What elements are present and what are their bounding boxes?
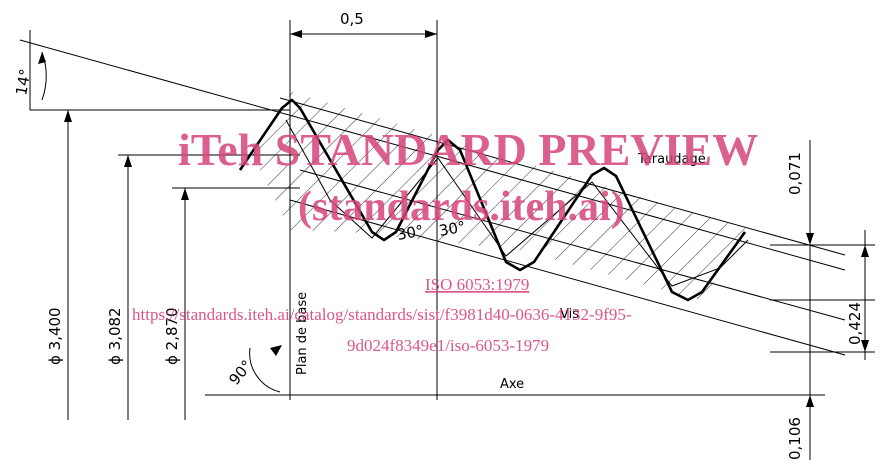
pitch-value: 0,5	[340, 10, 364, 28]
half-angle-right-value: 30°	[438, 218, 467, 240]
pitch-line-lower	[299, 169, 846, 321]
thread-profile	[238, 98, 747, 302]
axis-label: Axe	[500, 377, 524, 392]
minor-diameter-value: ϕ 2,870	[163, 307, 181, 365]
base-plane-label: Plan de base	[295, 292, 310, 375]
pitch-arrow-right	[425, 30, 437, 38]
right-angle-value: 90°	[225, 357, 256, 389]
watermark-url-line2: 9d024f8349e1/iso-6053-1979	[347, 336, 549, 355]
flank-angle-arrow	[38, 52, 46, 64]
axis-offset-value: 0,106	[786, 417, 804, 460]
major-diameter-line	[19, 39, 846, 271]
pitch-arrow-left	[290, 30, 302, 38]
screw-profile	[285, 119, 749, 287]
crest-arrow	[806, 233, 814, 245]
screw-label: Vis	[560, 307, 579, 322]
nut-label: Taraudage	[637, 152, 706, 167]
major-diameter-value: ϕ 3,400	[46, 307, 64, 365]
right-angle-arc	[249, 347, 281, 393]
pitch-diameter-arrow	[124, 155, 132, 167]
axis-offset-arrow	[806, 395, 814, 407]
depth-arrow-bottom	[861, 340, 869, 352]
nut-hatching	[250, 92, 750, 300]
watermark-url-line1: https://standards.iteh.ai/catalog/standa…	[132, 305, 632, 324]
watermark-title: iTeh STANDARD PREVIEW	[178, 124, 758, 175]
major-diameter-arrow	[64, 110, 72, 122]
watermark-link: ISO 6053:1979	[425, 275, 529, 294]
pitch-diameter-value: ϕ 3,082	[106, 307, 124, 365]
pitch-line-upper	[279, 97, 846, 256]
right-angle-arrow	[270, 345, 282, 356]
half-angle-left-value: 30°	[396, 222, 425, 244]
thread-depth-value: 0,424	[846, 302, 864, 345]
watermark-subtitle: (standards.iteh.ai)	[298, 184, 625, 230]
minor-diameter-arrow	[181, 188, 189, 200]
crest-height-value: 0,071	[786, 152, 804, 195]
depth-arrow-top	[861, 245, 869, 257]
flank-angle-value: 14°	[12, 67, 34, 96]
